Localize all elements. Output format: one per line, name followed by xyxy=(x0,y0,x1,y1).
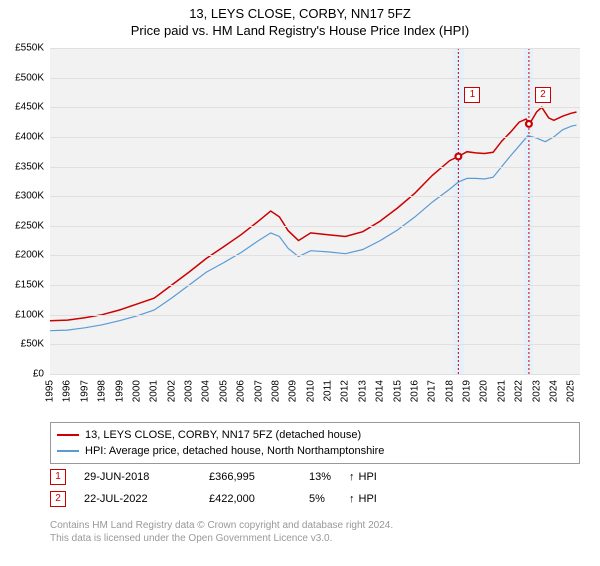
transaction-date: 22-JUL-2022 xyxy=(84,493,209,505)
transaction-note: HPI xyxy=(359,471,377,483)
page-subtitle: Price paid vs. HM Land Registry's House … xyxy=(0,23,600,38)
x-tick-label: 2011 xyxy=(323,380,334,402)
x-tick-label: 2003 xyxy=(184,380,195,402)
gridline xyxy=(50,48,580,49)
x-tick-label: 1998 xyxy=(97,380,108,402)
gridline xyxy=(50,137,580,138)
gridline xyxy=(50,255,580,256)
y-tick-label: £350K xyxy=(15,161,44,172)
x-tick-label: 2013 xyxy=(357,380,368,402)
y-tick-label: £400K xyxy=(15,131,44,142)
x-tick-label: 1997 xyxy=(79,380,90,402)
x-tick-label: 1996 xyxy=(62,380,73,402)
transaction-price: £422,000 xyxy=(209,493,309,505)
x-tick-label: 2010 xyxy=(305,380,316,402)
y-tick-label: £550K xyxy=(15,43,44,54)
legend-row: HPI: Average price, detached house, Nort… xyxy=(57,443,573,459)
transaction-note: HPI xyxy=(359,493,377,505)
y-tick-label: £500K xyxy=(15,72,44,83)
x-tick-label: 2001 xyxy=(149,380,160,402)
arrow-up-icon: ↑ xyxy=(349,471,355,483)
x-tick-label: 1995 xyxy=(45,380,56,402)
x-tick-label: 2019 xyxy=(462,380,473,402)
gridline xyxy=(50,196,580,197)
x-tick-label: 2023 xyxy=(531,380,542,402)
x-tick-label: 2007 xyxy=(253,380,264,402)
arrow-up-icon: ↑ xyxy=(349,493,355,505)
x-tick-label: 2008 xyxy=(270,380,281,402)
x-tick-label: 2009 xyxy=(288,380,299,402)
legend-row: 13, LEYS CLOSE, CORBY, NN17 5FZ (detache… xyxy=(57,427,573,443)
transaction-id-box: 2 xyxy=(50,491,66,507)
gridline xyxy=(50,167,580,168)
footer-line1: Contains HM Land Registry data © Crown c… xyxy=(50,520,580,533)
x-tick-label: 2005 xyxy=(218,380,229,402)
legend-box: 13, LEYS CLOSE, CORBY, NN17 5FZ (detache… xyxy=(50,422,580,464)
chart-plot-area: 12 xyxy=(50,48,580,374)
transaction-id-box: 1 xyxy=(50,469,66,485)
x-tick-label: 2016 xyxy=(409,380,420,402)
y-tick-label: £450K xyxy=(15,102,44,113)
gridline xyxy=(50,315,580,316)
y-axis: £0£50K£100K£150K£200K£250K£300K£350K£400… xyxy=(0,48,48,374)
chart-svg xyxy=(50,48,580,374)
x-tick-label: 2000 xyxy=(131,380,142,402)
transaction-row: 1 29-JUN-2018£366,99513%↑ HPI xyxy=(50,466,580,488)
x-tick-label: 2022 xyxy=(514,380,525,402)
y-tick-label: £0 xyxy=(33,369,44,380)
x-tick-label: 2017 xyxy=(427,380,438,402)
x-tick-label: 2021 xyxy=(496,380,507,402)
x-tick-label: 2004 xyxy=(201,380,212,402)
x-tick-label: 2020 xyxy=(479,380,490,402)
y-tick-label: £200K xyxy=(15,250,44,261)
x-tick-label: 2002 xyxy=(166,380,177,402)
y-tick-label: £150K xyxy=(15,280,44,291)
transaction-price: £366,995 xyxy=(209,471,309,483)
marker-box: 2 xyxy=(535,87,551,103)
legend-label: 13, LEYS CLOSE, CORBY, NN17 5FZ (detache… xyxy=(85,429,361,441)
marker-box: 1 xyxy=(464,87,480,103)
x-axis: 1995199619971998199920002001200220032004… xyxy=(50,374,580,424)
x-tick-label: 2015 xyxy=(392,380,403,402)
y-tick-label: £100K xyxy=(15,309,44,320)
gridline xyxy=(50,285,580,286)
footer-line2: This data is licensed under the Open Gov… xyxy=(50,533,580,546)
x-tick-label: 2006 xyxy=(236,380,247,402)
transactions-table: 1 29-JUN-2018£366,99513%↑ HPI 2 22-JUL-2022£… xyxy=(50,466,580,510)
gridline xyxy=(50,226,580,227)
gridline xyxy=(50,344,580,345)
x-tick-label: 2025 xyxy=(566,380,577,402)
x-tick-label: 2018 xyxy=(444,380,455,402)
x-tick-label: 1999 xyxy=(114,380,125,402)
y-tick-label: £300K xyxy=(15,191,44,202)
footer: Contains HM Land Registry data © Crown c… xyxy=(50,520,580,545)
gridline xyxy=(50,78,580,79)
transaction-pct: 5% xyxy=(309,493,349,505)
x-tick-label: 2024 xyxy=(548,380,559,402)
legend-label: HPI: Average price, detached house, Nort… xyxy=(85,445,384,457)
transaction-pct: 13% xyxy=(309,471,349,483)
y-tick-label: £50K xyxy=(21,339,44,350)
transaction-row: 2 22-JUL-2022£422,0005%↑ HPI xyxy=(50,488,580,510)
legend-swatch xyxy=(57,450,79,452)
x-tick-label: 2012 xyxy=(340,380,351,402)
page-title: 13, LEYS CLOSE, CORBY, NN17 5FZ xyxy=(0,6,600,21)
y-tick-label: £250K xyxy=(15,220,44,231)
gridline xyxy=(50,107,580,108)
transaction-date: 29-JUN-2018 xyxy=(84,471,209,483)
legend-swatch xyxy=(57,434,79,436)
series-subject xyxy=(50,107,577,320)
x-tick-label: 2014 xyxy=(375,380,386,402)
series-hpi xyxy=(50,125,577,331)
